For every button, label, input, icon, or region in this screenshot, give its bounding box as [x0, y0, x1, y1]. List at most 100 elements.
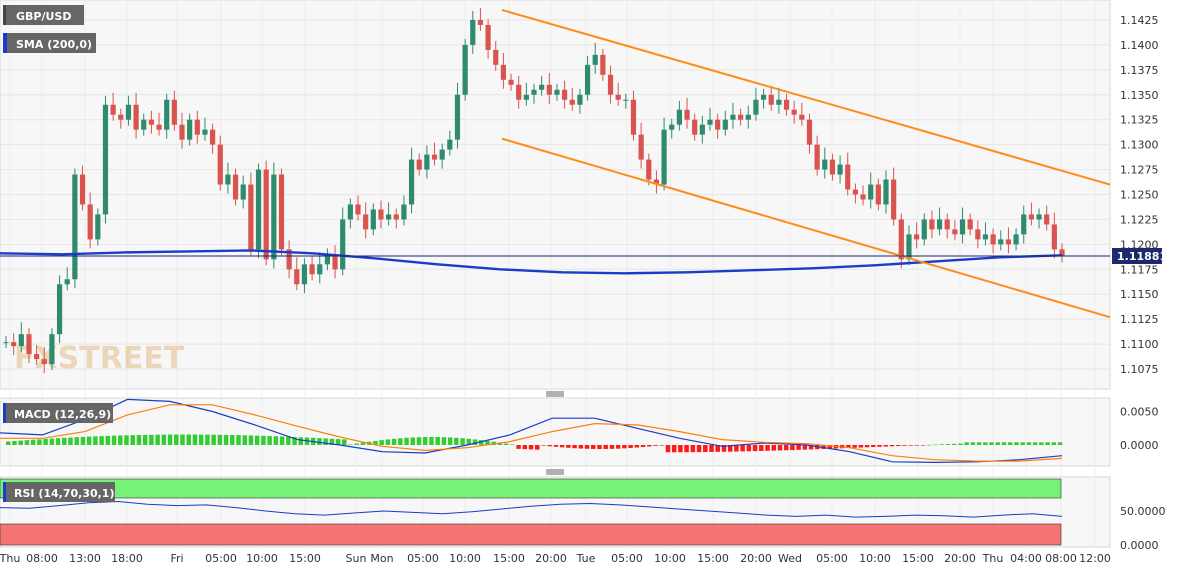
candle-body	[531, 89, 537, 95]
candle-body	[202, 129, 208, 135]
macd-histogram-bar	[118, 435, 123, 445]
candle	[26, 328, 32, 364]
panel-resize-handle-1[interactable]	[546, 391, 564, 397]
time-tick-label: 05:00	[407, 552, 439, 565]
macd-histogram-bar	[211, 434, 216, 445]
candle	[194, 110, 200, 144]
candle	[64, 267, 70, 291]
sma-legend[interactable]: SMA (200,0)	[3, 33, 96, 53]
candle-body	[363, 214, 369, 230]
candle-body	[845, 164, 851, 190]
candle	[462, 38, 468, 101]
macd-legend[interactable]: MACD (12,26,9)	[3, 403, 113, 423]
candle	[646, 153, 652, 186]
candle	[982, 222, 989, 246]
time-tick-label: 20:00	[740, 552, 772, 565]
macd-histogram-bar	[49, 438, 55, 445]
macd-histogram-bar	[180, 434, 185, 445]
macd-histogram-bar	[217, 434, 223, 445]
rsi-line	[0, 500, 1063, 518]
lower-channel-line	[501, 137, 1111, 319]
candle	[546, 72, 552, 104]
macd-histogram-bar	[640, 445, 646, 448]
candle-body	[523, 94, 529, 100]
candle-body	[500, 64, 506, 80]
candle	[125, 95, 132, 126]
candle-body	[607, 74, 614, 95]
candle-body	[600, 54, 606, 75]
macd-histogram-bar	[852, 445, 857, 448]
upper-channel-line	[501, 9, 1111, 186]
candle	[431, 142, 438, 166]
candle-body	[477, 19, 484, 25]
candle-body	[255, 169, 262, 250]
macd-histogram-bar	[292, 436, 297, 445]
candle-body	[822, 159, 828, 170]
candle	[875, 178, 881, 211]
candle-body	[232, 174, 239, 200]
candle-body	[125, 104, 132, 120]
candle-body	[401, 204, 407, 220]
candle-body	[829, 159, 836, 175]
macd-histogram-bar	[298, 437, 304, 445]
candle	[806, 113, 813, 154]
candle	[301, 258, 308, 294]
macd-histogram-bar	[603, 445, 608, 449]
candle-body	[462, 44, 468, 95]
candle-body	[546, 84, 552, 95]
candle-body	[370, 209, 376, 230]
candle-body	[562, 89, 568, 100]
candle	[317, 252, 323, 284]
candle	[1036, 208, 1042, 229]
time-tick-label: 20:00	[535, 552, 567, 565]
time-tick-label: 08:00	[26, 552, 58, 565]
candle	[692, 113, 698, 141]
candle	[998, 230, 1004, 251]
candle-body	[738, 114, 744, 120]
macd-histogram-bar	[373, 440, 378, 445]
candle-body	[485, 24, 491, 50]
candle-body	[676, 109, 682, 125]
candle	[699, 115, 705, 144]
macd-histogram-bar	[983, 442, 988, 445]
macd-histogram-bar	[261, 435, 266, 445]
macd-histogram-bar	[1051, 442, 1057, 445]
macd-histogram-bar	[858, 445, 864, 448]
last-price-value: 1.11881	[1117, 250, 1167, 263]
candle	[278, 168, 285, 256]
candle	[745, 105, 751, 129]
time-x-axis: Thu 08:00 13:00 18:00 Fri 05:00 10:00 15:00 Sun M…	[0, 552, 1111, 565]
macd-histogram-bar	[1057, 442, 1063, 445]
candle	[141, 113, 147, 136]
time-tick-label: Sun	[346, 552, 367, 565]
candle-body	[554, 89, 560, 95]
time-tick-label: Thu	[0, 552, 20, 565]
macd-histogram-bar	[796, 445, 801, 450]
macd-histogram-bar	[628, 445, 633, 448]
candle	[401, 195, 407, 226]
macd-histogram-bar	[30, 439, 36, 445]
candle-body	[791, 109, 797, 115]
candle-body	[194, 119, 200, 135]
candle-body	[539, 84, 545, 90]
candle-body	[1028, 214, 1034, 220]
macd-histogram-bar	[236, 435, 241, 445]
candle	[891, 167, 897, 226]
candle	[669, 118, 675, 139]
symbol-legend[interactable]: GBP/USD	[3, 5, 84, 25]
macd-histogram-bar	[802, 445, 808, 450]
candle	[623, 93, 629, 109]
rsi-legend[interactable]: RSI (14,70,30,1)	[3, 482, 115, 502]
macd-histogram-bar	[55, 438, 61, 445]
panel-resize-handle-2[interactable]	[546, 469, 564, 475]
candle	[531, 83, 537, 104]
candle-body	[661, 129, 667, 185]
macd-histogram-bar	[559, 445, 565, 448]
macd-histogram-bar	[541, 445, 546, 446]
candle-body	[439, 149, 445, 160]
time-tick-label: 20:00	[944, 552, 976, 565]
candle-body	[324, 254, 330, 265]
candle-body	[210, 129, 216, 145]
macd-histogram-bar	[864, 445, 870, 448]
macd-histogram-bar	[709, 445, 714, 452]
